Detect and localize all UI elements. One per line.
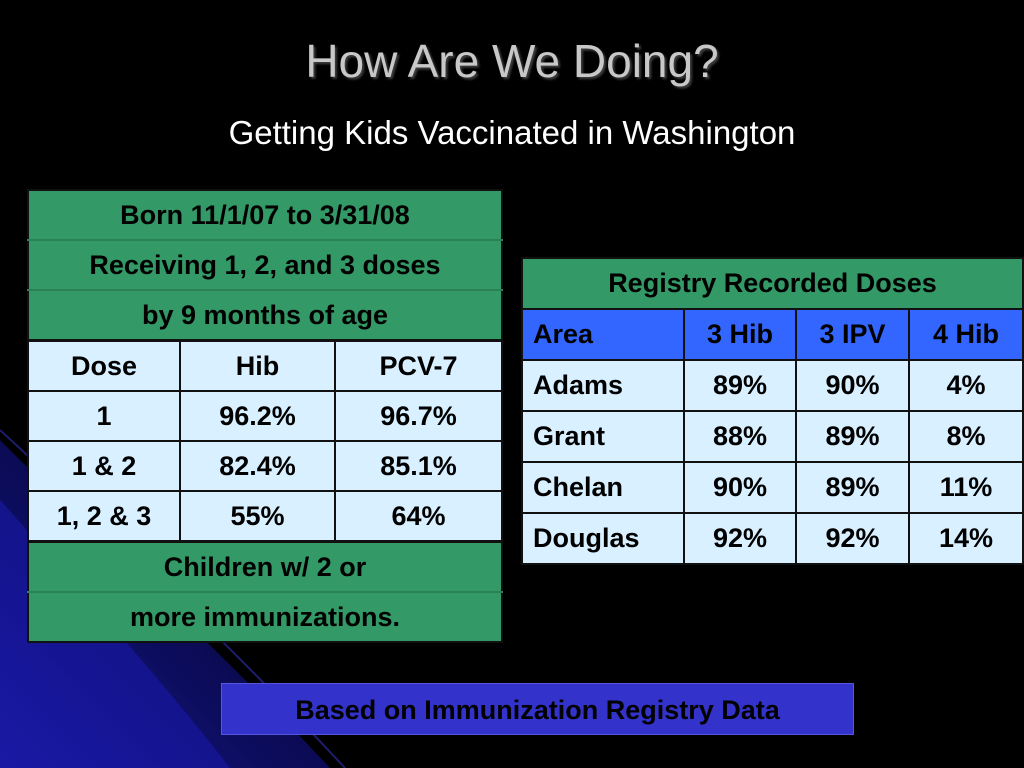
table-row: Adams 89% 90% 4% — [521, 359, 1024, 412]
table-row: 1, 2 & 3 55% 64% — [27, 490, 503, 543]
slide-title: How Are We Doing? — [305, 35, 719, 87]
table-cell: 89% — [795, 461, 910, 514]
column-header: 4 Hib — [908, 308, 1024, 361]
table-header-row: Born 11/1/07 to 3/31/08 — [28, 190, 502, 240]
table-cell: 55% — [179, 490, 336, 543]
table-row: Grant 88% 89% 8% — [521, 410, 1024, 463]
header-line: by 9 months of age — [28, 289, 502, 341]
table-header-row: by 9 months of age — [28, 289, 502, 341]
table-footer-row: more immunizations. — [28, 591, 502, 642]
table-row: Douglas 92% 92% 14% — [521, 512, 1024, 565]
area-cell: Chelan — [521, 461, 685, 514]
dose-coverage-table: Born 11/1/07 to 3/31/08 Receiving 1, 2, … — [27, 189, 503, 643]
slide-subtitle: Getting Kids Vaccinated in Washington — [228, 114, 796, 151]
header-line: Receiving 1, 2, and 3 doses — [28, 239, 502, 290]
table-cell: 1 & 2 — [27, 440, 181, 492]
table-cell: 1 — [27, 390, 181, 442]
area-cell: Adams — [521, 359, 685, 412]
registry-doses-table: Registry Recorded Doses Area 3 Hib 3 IPV… — [521, 257, 1024, 565]
table-cell: 89% — [683, 359, 797, 412]
column-header: 3 IPV — [795, 308, 910, 361]
data-source-note: Based on Immunization Registry Data — [221, 683, 854, 735]
table-header-row: Receiving 1, 2, and 3 doses — [28, 239, 502, 290]
table-cell: 92% — [795, 512, 910, 565]
column-header-row: Dose Hib PCV-7 — [27, 339, 503, 392]
table-cell: 11% — [908, 461, 1024, 514]
footer-line: Children w/ 2 or — [28, 540, 502, 592]
table-cell: 64% — [334, 490, 503, 543]
table-cell: 89% — [795, 410, 910, 463]
column-header: PCV-7 — [334, 339, 503, 392]
table-title: Registry Recorded Doses — [521, 257, 1024, 310]
column-header: Dose — [27, 339, 181, 392]
table-cell: 1, 2 & 3 — [27, 490, 181, 543]
table-cell: 4% — [908, 359, 1024, 412]
table-row: Chelan 90% 89% 11% — [521, 461, 1024, 514]
column-header: Area — [521, 308, 685, 361]
table-cell: 96.7% — [334, 390, 503, 442]
table-row: 1 & 2 82.4% 85.1% — [27, 440, 503, 492]
column-header: 3 Hib — [683, 308, 797, 361]
table-title-row: Registry Recorded Doses — [521, 257, 1024, 310]
table-row: 1 96.2% 96.7% — [27, 390, 503, 442]
table-cell: 90% — [683, 461, 797, 514]
table-cell: 85.1% — [334, 440, 503, 492]
table-cell: 92% — [683, 512, 797, 565]
area-cell: Douglas — [521, 512, 685, 565]
table-cell: 8% — [908, 410, 1024, 463]
header-line: Born 11/1/07 to 3/31/08 — [28, 190, 502, 240]
area-cell: Grant — [521, 410, 685, 463]
column-header: Hib — [179, 339, 336, 392]
table-cell: 14% — [908, 512, 1024, 565]
table-cell: 96.2% — [179, 390, 336, 442]
table-cell: 90% — [795, 359, 910, 412]
table-footer-row: Children w/ 2 or — [28, 540, 502, 592]
table-cell: 82.4% — [179, 440, 336, 492]
footer-line: more immunizations. — [28, 591, 502, 642]
column-header-row: Area 3 Hib 3 IPV 4 Hib — [521, 308, 1024, 361]
table-cell: 88% — [683, 410, 797, 463]
